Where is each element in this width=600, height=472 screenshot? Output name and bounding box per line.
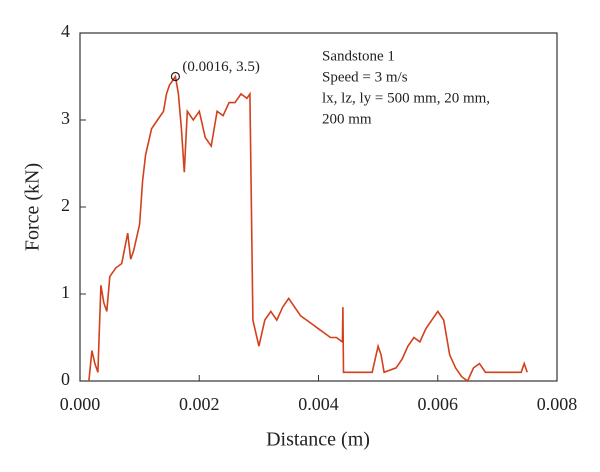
x-tick-label: 0.006 [418, 394, 459, 414]
data-line [88, 74, 528, 383]
x-axis-label: Distance (m) [266, 429, 370, 451]
y-tick-label: 0 [61, 369, 70, 389]
note-line: lx, lz, ly = 500 mm, 20 mm, [322, 90, 490, 106]
y-tick-label: 1 [61, 282, 70, 302]
annotation-label: (0.0016, 3.5) [182, 59, 260, 75]
note-line: Speed = 3 m/s [322, 69, 408, 85]
annotation-marker [170, 71, 180, 82]
note-line: Sandstone 1 [322, 48, 395, 64]
x-tick-label: 0.000 [60, 394, 101, 414]
x-tick-label: 0.002 [179, 394, 220, 414]
x-tick-label: 0.004 [298, 394, 339, 414]
y-axis-label: Force (kN) [22, 163, 44, 251]
x-tick-label: 0.008 [537, 394, 578, 414]
y-tick-label: 3 [61, 108, 70, 128]
note-line: 200 mm [322, 111, 372, 127]
y-tick-label: 4 [61, 21, 70, 41]
y-tick-label: 2 [61, 195, 70, 215]
